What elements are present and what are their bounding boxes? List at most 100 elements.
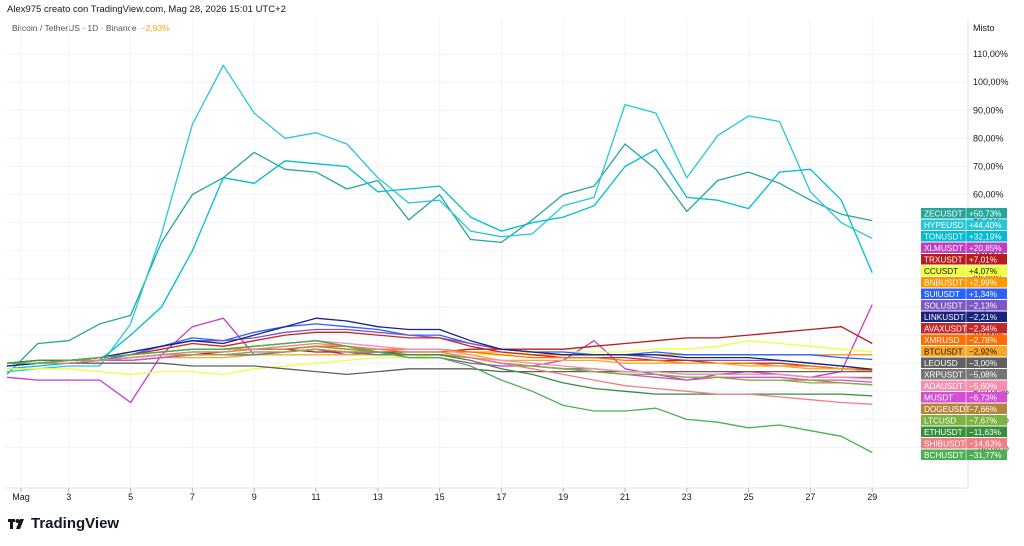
series-label-musdt: MUSDT −6,73% [921,392,1007,403]
series-label-bg [921,231,1007,242]
x-tick-label: Mag [12,492,30,502]
series-label-xrpusdt: XRPUSDT −5,08% [921,369,1007,380]
series-label-bg [921,277,1007,288]
symbol-info[interactable]: Bitcoin / TetherUS · 1D · Binance −2,93% [12,23,170,33]
series-name: TONUSDT [924,232,963,241]
series-name: DOGEUSDT [924,405,970,414]
x-tick-label: 27 [805,492,815,502]
series-line-tonusdt[interactable] [6,148,873,370]
y-tick-label: −10,00% [973,386,1009,396]
series-label-bg [921,369,1007,380]
x-tick-label: 5 [128,492,133,502]
series-name: SUIUSDT [924,290,960,299]
series-label-ltcusd: LTCUSD −7,67% [921,415,1007,426]
y-tick-label: 60,00% [973,190,1004,200]
series-value: −2,21% [969,313,997,322]
series-label-tonusdt: TONUSDT +32,19% [921,231,1007,242]
x-tick-label: 7 [190,492,195,502]
series-labels: ZECUSDT +50,73% HYPEUSD +44,40% TONUSDT +32,1… [921,208,1007,460]
series-lines [6,64,873,454]
series-label-bg [921,438,1007,449]
series-label-avaxusdt: AVAXUSDT −2,34% [921,323,1007,334]
series-label-bg [921,426,1007,437]
series-label-bg [921,300,1007,311]
series-label-btcusdt: BTCUSDT −2,92% [921,346,1007,357]
series-label-ethusdt: ETHUSDT −11,63% [921,426,1007,437]
series-name: XMRUSD [924,336,960,345]
series-value: +7,01% [969,255,997,264]
series-label-solusdt: SOLUSDT −2,13% [921,300,1007,311]
series-name: BNBUSDT [924,278,963,287]
series-line-leousd[interactable] [7,362,873,376]
chart-area[interactable]: 110,00%100,00%90,00%80,00%70,00%60,00%50… [0,0,1024,510]
series-label-bg [921,242,1007,253]
series-name: ZECUSDT [924,209,963,218]
series-label-dogeusdt: DOGEUSDT−7,66% [921,403,1007,414]
x-tick-label: 15 [435,492,445,502]
series-value: −6,73% [969,393,997,402]
series-label-leousd: LEOUSD −3,00% [921,357,1007,368]
series-label-adausdt: ADAUSDT −5,60% [921,380,1007,391]
series-value: −2,78% [969,336,997,345]
scale-mode-label[interactable]: Misto [973,23,995,33]
series-label-shibusdt: SHIBUSDT −14,63% [921,438,1007,449]
y-tick-label: 100,00% [973,77,1009,87]
x-tick-label: 23 [682,492,692,502]
series-label-bchusdt: BCHUSDT −31,77% [921,449,1007,460]
series-label-bg [921,254,1007,265]
series-value: +2,99% [969,278,997,287]
series-label-bg [921,288,1007,299]
series-value: −5,60% [969,382,997,391]
series-name: TRXUSDT [924,255,963,264]
tradingview-brand[interactable]: TradingView [8,515,119,532]
series-value: +1,34% [969,290,997,299]
series-label-bg [921,415,1007,426]
series-label-bg [921,208,1007,219]
series-label-bg [921,449,1007,460]
series-name: XRPUSDT [924,370,963,379]
series-name: XLMUSDT [924,244,963,253]
y-tick-label: 90,00% [973,105,1004,115]
series-name: LTCUSD [924,416,956,425]
x-tick-label: 17 [496,492,506,502]
series-value: +50,73% [969,209,1002,218]
series-line-hypeusd[interactable] [6,64,873,373]
series-value: −2,34% [969,324,997,333]
series-value: −2,13% [969,301,997,310]
series-value: −5,08% [969,370,997,379]
series-label-bg [921,380,1007,391]
series-label-suiusdt: SUIUSDT +1,34% [921,288,1007,299]
series-line-zecusdt[interactable] [6,143,873,375]
series-name: LINKUSDT [924,313,965,322]
x-tick-label: 25 [744,492,754,502]
series-line-linkusdt[interactable] [6,317,873,371]
series-label-bg [921,311,1007,322]
series-name: ADAUSDT [924,382,963,391]
series-value: −31,77% [969,451,1002,460]
series-name: LEOUSD [924,359,958,368]
series-label-hypeusd: HYPEUSD +44,40% [921,219,1007,230]
series-name: SOLUSDT [924,301,963,310]
series-label-xlmusdt: XLMUSDT +20,85% [921,242,1007,253]
series-line-suiusdt[interactable] [6,323,873,367]
series-value: −3,00% [969,359,997,368]
series-line-shibusdt[interactable] [7,342,873,405]
series-label-trxusdt: TRXUSDT +7,01% [921,254,1007,265]
series-line-bchusdt[interactable] [7,340,873,454]
y-tick-label: 110,00% [973,49,1008,59]
series-name: CCUSDT [924,267,958,276]
series-label-linkusdt: LINKUSDT −2,21% [921,311,1007,322]
series-label-bg [921,334,1007,345]
series-label-zecusdt: ZECUSDT +50,73% [921,208,1007,219]
series-value: −11,63% [969,428,1001,437]
x-tick-label: 3 [66,492,71,502]
y-tick-label: 70,00% [973,161,1004,171]
series-label-bg [921,392,1007,403]
x-tick-label: 9 [252,492,257,502]
chart-caption: Alex975 creato con TradingView.com, Mag … [7,4,286,15]
tradingview-logo-icon [8,518,24,529]
series-value: +20,85% [969,244,1002,253]
series-name: BCHUSDT [924,451,964,460]
x-tick-label: 13 [373,492,383,502]
series-value: +44,40% [969,221,1002,230]
